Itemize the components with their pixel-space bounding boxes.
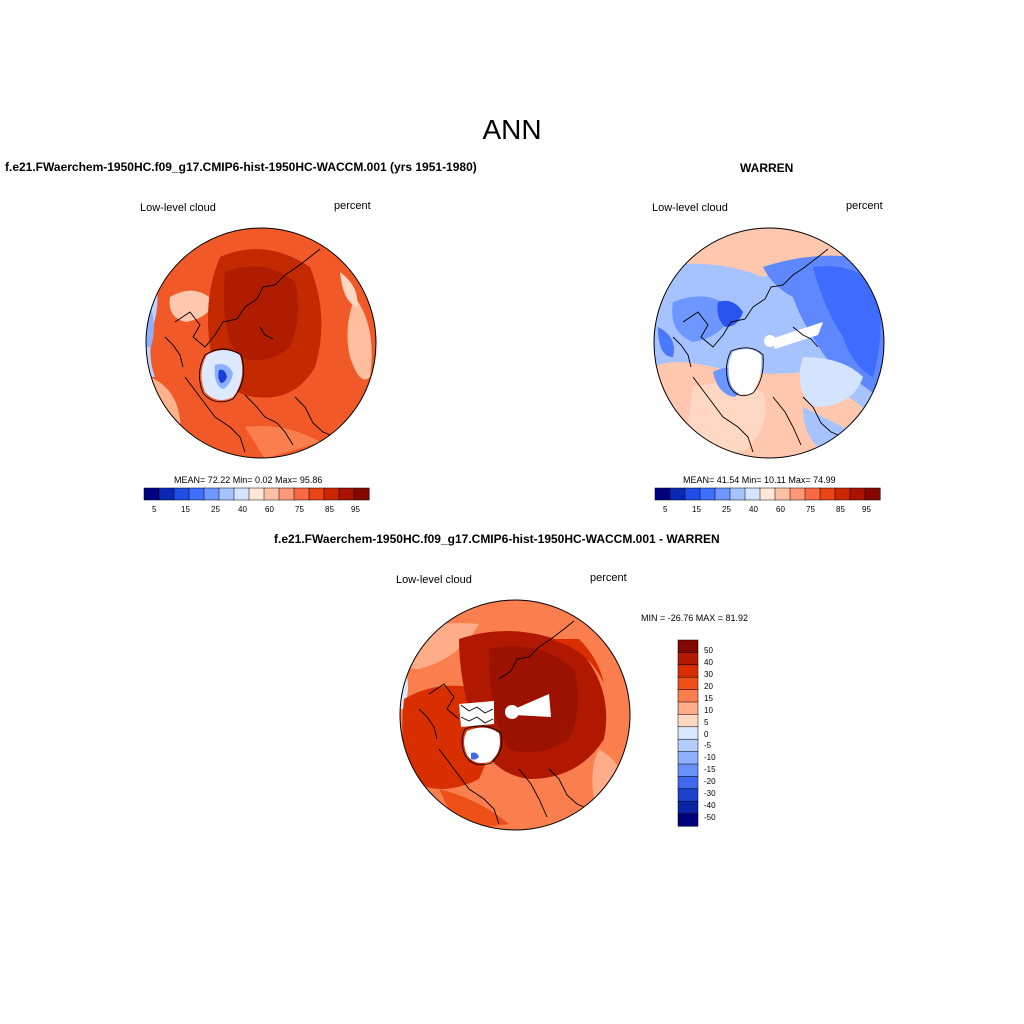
variable-label-diff: Low-level cloud (396, 574, 472, 586)
stats-obs: MEAN= 41.54 Min= 10.11 Max= 74.99 (683, 475, 836, 485)
colorbar-swatch (677, 751, 699, 765)
colorbar-swatch (677, 738, 699, 753)
colorbar-swatch (173, 487, 190, 501)
colorbar-swatch (699, 487, 716, 501)
colorbar-model (143, 487, 370, 501)
tick-label: 50 (704, 646, 713, 655)
colorbar-swatch (203, 487, 220, 501)
variable-label-model: Low-level cloud (140, 202, 216, 214)
tick-label: 40 (704, 658, 713, 667)
colorbar-swatch (677, 763, 699, 777)
units-label-model: percent (334, 200, 371, 212)
colorbar-swatch (308, 487, 325, 501)
colorbar-swatch (158, 487, 175, 501)
tick-label: 5 (152, 505, 157, 514)
tick-label: 5 (663, 505, 668, 514)
polar-map-obs (653, 227, 885, 459)
panel-title-diff: f.e21.FWaerchem-1950HC.f09_g17.CMIP6-his… (274, 532, 720, 546)
colorbar-swatch (677, 800, 699, 815)
tick-label: 85 (836, 505, 845, 514)
tick-label: -10 (704, 753, 716, 762)
units-label-obs: percent (846, 200, 883, 212)
colorbar-swatch (684, 487, 701, 501)
tick-label: 15 (692, 505, 701, 514)
colorbar-swatch (789, 487, 806, 501)
stats-diff: MIN = -26.76 MAX = 81.92 (641, 613, 749, 623)
tick-label: 5 (704, 718, 709, 727)
colorbar-obs (654, 487, 881, 501)
colorbar-swatch (729, 487, 746, 501)
tick-label: 85 (325, 505, 334, 514)
tick-label: -40 (704, 801, 716, 810)
colorbar-swatch (143, 487, 160, 501)
tick-label: 15 (704, 694, 713, 703)
colorbar-ticks-model: 5 15 25 40 60 75 85 95 (144, 505, 369, 517)
tick-label: 10 (704, 706, 713, 715)
tick-label: 95 (862, 505, 871, 514)
colorbar-swatch (218, 487, 235, 501)
tick-label: -15 (704, 765, 716, 774)
colorbar-diff (677, 639, 699, 827)
panel-title-model: f.e21.FWaerchem-1950HC.f09_g17.CMIP6-his… (5, 160, 477, 174)
colorbar-swatch (188, 487, 205, 501)
colorbar-swatch (677, 701, 699, 715)
tick-label: -20 (704, 777, 716, 786)
colorbar-swatch (278, 487, 295, 501)
colorbar-swatch (338, 487, 355, 501)
tick-label: 75 (295, 505, 304, 514)
variable-label-obs: Low-level cloud (652, 202, 728, 214)
colorbar-swatch (864, 487, 881, 501)
tick-label: 40 (238, 505, 247, 514)
colorbar-swatch (233, 487, 250, 501)
colorbar-swatch (714, 487, 731, 501)
colorbar-swatch (263, 487, 280, 501)
colorbar-swatch (677, 788, 699, 802)
colorbar-swatch (677, 664, 699, 678)
tick-label: -50 (704, 813, 716, 822)
colorbar-swatch (248, 487, 265, 501)
colorbar-swatch (677, 776, 699, 790)
tick-label: 60 (265, 505, 274, 514)
tick-label: 30 (704, 670, 713, 679)
colorbar-swatch (759, 487, 776, 501)
colorbar-swatch (677, 689, 699, 703)
tick-label: 25 (211, 505, 220, 514)
tick-label: 15 (181, 505, 190, 514)
tick-label: 0 (704, 730, 709, 739)
panel-title-obs: WARREN (740, 161, 794, 175)
colorbar-swatch (677, 652, 699, 666)
colorbar-swatch (654, 487, 671, 501)
colorbar-swatch (353, 487, 370, 501)
stats-model: MEAN= 72.22 Min= 0.02 Max= 95.86 (174, 475, 323, 485)
polar-map-diff (399, 599, 631, 831)
colorbar-swatch (774, 487, 791, 501)
tick-label: -30 (704, 789, 716, 798)
colorbar-swatch (677, 676, 699, 691)
colorbar-swatch (804, 487, 821, 501)
tick-label: 25 (722, 505, 731, 514)
colorbar-swatch (677, 726, 699, 740)
colorbar-swatch (293, 487, 310, 501)
colorbar-swatch (834, 487, 851, 501)
colorbar-swatch (677, 813, 699, 827)
colorbar-swatch (744, 487, 761, 501)
colorbar-ticks-obs: 5 15 25 40 60 75 85 95 (655, 505, 880, 517)
main-title: ANN (482, 114, 542, 145)
colorbar-swatch (677, 639, 699, 653)
colorbar-ticks-diff: 50 40 30 20 15 10 5 0 -5 -10 -15 -20 -30… (704, 640, 734, 826)
tick-label: -5 (704, 741, 712, 750)
colorbar-swatch (669, 487, 686, 501)
colorbar-swatch (677, 714, 699, 728)
tick-label: 40 (749, 505, 758, 514)
units-label-diff: percent (590, 572, 627, 584)
tick-label: 60 (776, 505, 785, 514)
tick-label: 20 (704, 682, 713, 691)
colorbar-swatch (819, 487, 836, 501)
tick-label: 75 (806, 505, 815, 514)
tick-label: 95 (351, 505, 360, 514)
colorbar-swatch (323, 487, 340, 501)
polar-map-model (145, 227, 377, 459)
colorbar-swatch (849, 487, 866, 501)
